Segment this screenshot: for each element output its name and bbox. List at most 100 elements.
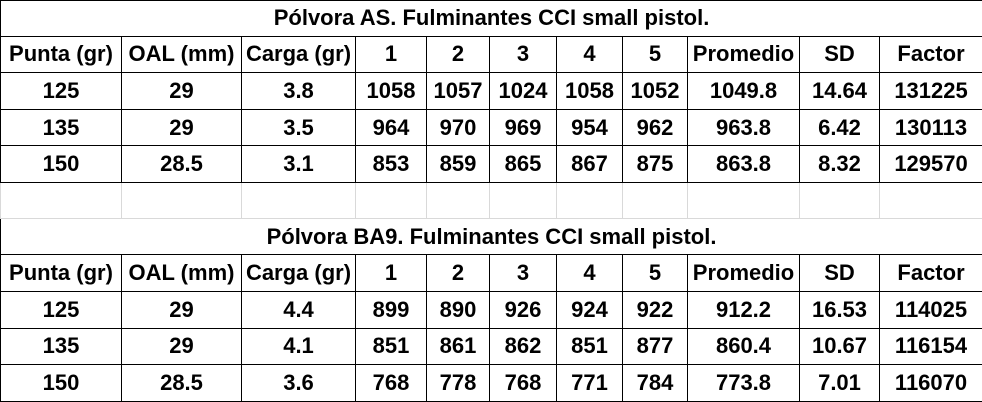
header-shot-2: 2 — [426, 35, 490, 74]
cell-punta: 135 — [0, 108, 122, 147]
cell-shot-5: 1052 — [622, 72, 688, 110]
cell-promedio: 773.8 — [687, 364, 800, 402]
cell-punta: 150 — [0, 364, 122, 402]
header-carga: Carga (gr) — [241, 35, 356, 74]
table-row: 150 28.5 3.1 853 859 865 867 875 863.8 8… — [0, 145, 982, 184]
cell-shot-2: 778 — [426, 364, 490, 402]
cell-shot-2: 1057 — [426, 72, 490, 110]
cell-carga: 3.8 — [241, 72, 356, 110]
table-title-row: Pólvora AS. Fulminantes CCI small pistol… — [0, 0, 982, 37]
empty-cell — [878, 182, 982, 219]
empty-cell — [241, 182, 356, 219]
empty-cell — [622, 182, 688, 219]
empty-cell — [355, 182, 427, 219]
cell-punta: 135 — [0, 327, 122, 366]
header-sd: SD — [799, 35, 880, 74]
cell-shot-1: 853 — [355, 145, 427, 184]
cell-shot-1: 768 — [355, 364, 427, 402]
header-shot-2: 2 — [426, 254, 490, 292]
cell-factor: 114025 — [878, 290, 982, 329]
cell-factor: 129570 — [878, 145, 982, 184]
cell-sd: 8.32 — [799, 145, 880, 184]
cell-shot-5: 962 — [622, 108, 688, 147]
cell-carga: 3.5 — [241, 108, 356, 147]
cell-shot-2: 861 — [426, 327, 490, 366]
cell-shot-1: 899 — [355, 290, 427, 329]
header-row: Punta (gr) OAL (mm) Carga (gr) 1 2 3 4 5… — [0, 35, 982, 74]
cell-carga: 4.4 — [241, 290, 356, 329]
cell-promedio: 963.8 — [687, 108, 800, 147]
header-oal: OAL (mm) — [121, 35, 242, 74]
cell-promedio: 912.2 — [687, 290, 800, 329]
cell-shot-5: 875 — [622, 145, 688, 184]
header-promedio: Promedio — [687, 35, 800, 74]
cell-shot-3: 969 — [489, 108, 557, 147]
cell-shot-4: 867 — [556, 145, 623, 184]
empty-cell — [687, 182, 800, 219]
cell-punta: 125 — [0, 72, 122, 110]
table-row: 135 29 3.5 964 970 969 954 962 963.8 6.4… — [0, 108, 982, 147]
header-carga: Carga (gr) — [241, 254, 356, 292]
cell-factor: 116070 — [878, 364, 982, 402]
cell-sd: 14.64 — [799, 72, 880, 110]
table-title-row: Pólvora BA9. Fulminantes CCI small pisto… — [0, 217, 982, 256]
header-shot-3: 3 — [489, 254, 557, 292]
cell-shot-4: 1058 — [556, 72, 623, 110]
cell-punta: 125 — [0, 290, 122, 329]
table-title: Pólvora AS. Fulminantes CCI small pistol… — [0, 0, 982, 37]
cell-shot-1: 851 — [355, 327, 427, 366]
header-factor: Factor — [878, 254, 982, 292]
empty-cell — [0, 182, 122, 219]
spacer-row — [0, 182, 982, 219]
cell-shot-3: 1024 — [489, 72, 557, 110]
cell-carga: 3.6 — [241, 364, 356, 402]
cell-shot-4: 771 — [556, 364, 623, 402]
cell-oal: 29 — [121, 72, 242, 110]
cell-shot-1: 1058 — [355, 72, 427, 110]
cell-oal: 29 — [121, 327, 242, 366]
cell-promedio: 863.8 — [687, 145, 800, 184]
header-sd: SD — [799, 254, 880, 292]
cell-shot-5: 922 — [622, 290, 688, 329]
cell-shot-3: 865 — [489, 145, 557, 184]
cell-promedio: 1049.8 — [687, 72, 800, 110]
empty-cell — [489, 182, 557, 219]
header-shot-5: 5 — [622, 254, 688, 292]
cell-oal: 29 — [121, 290, 242, 329]
cell-shot-5: 784 — [622, 364, 688, 402]
header-shot-1: 1 — [355, 35, 427, 74]
cell-sd: 10.67 — [799, 327, 880, 366]
header-punta: Punta (gr) — [0, 35, 122, 74]
table-title: Pólvora BA9. Fulminantes CCI small pisto… — [0, 217, 982, 256]
cell-shot-4: 924 — [556, 290, 623, 329]
header-row: Punta (gr) OAL (mm) Carga (gr) 1 2 3 4 5… — [0, 254, 982, 292]
cell-shot-3: 926 — [489, 290, 557, 329]
header-shot-4: 4 — [556, 35, 623, 74]
cell-promedio: 860.4 — [687, 327, 800, 366]
cell-shot-4: 954 — [556, 108, 623, 147]
header-shot-1: 1 — [355, 254, 427, 292]
cell-carga: 4.1 — [241, 327, 356, 366]
table-row: 150 28.5 3.6 768 778 768 771 784 773.8 7… — [0, 364, 982, 402]
table-row: 135 29 4.1 851 861 862 851 877 860.4 10.… — [0, 327, 982, 366]
empty-cell — [426, 182, 490, 219]
cell-factor: 116154 — [878, 327, 982, 366]
header-oal: OAL (mm) — [121, 254, 242, 292]
cell-oal: 28.5 — [121, 364, 242, 402]
cell-shot-4: 851 — [556, 327, 623, 366]
cell-factor: 131225 — [878, 72, 982, 110]
cell-sd: 16.53 — [799, 290, 880, 329]
cell-carga: 3.1 — [241, 145, 356, 184]
cell-shot-2: 859 — [426, 145, 490, 184]
cell-shot-3: 862 — [489, 327, 557, 366]
empty-cell — [799, 182, 880, 219]
cell-shot-5: 877 — [622, 327, 688, 366]
cell-sd: 6.42 — [799, 108, 880, 147]
header-shot-5: 5 — [622, 35, 688, 74]
cell-shot-2: 890 — [426, 290, 490, 329]
table-row: 125 29 3.8 1058 1057 1024 1058 1052 1049… — [0, 72, 982, 110]
header-shot-4: 4 — [556, 254, 623, 292]
header-factor: Factor — [878, 35, 982, 74]
cell-factor: 130113 — [878, 108, 982, 147]
